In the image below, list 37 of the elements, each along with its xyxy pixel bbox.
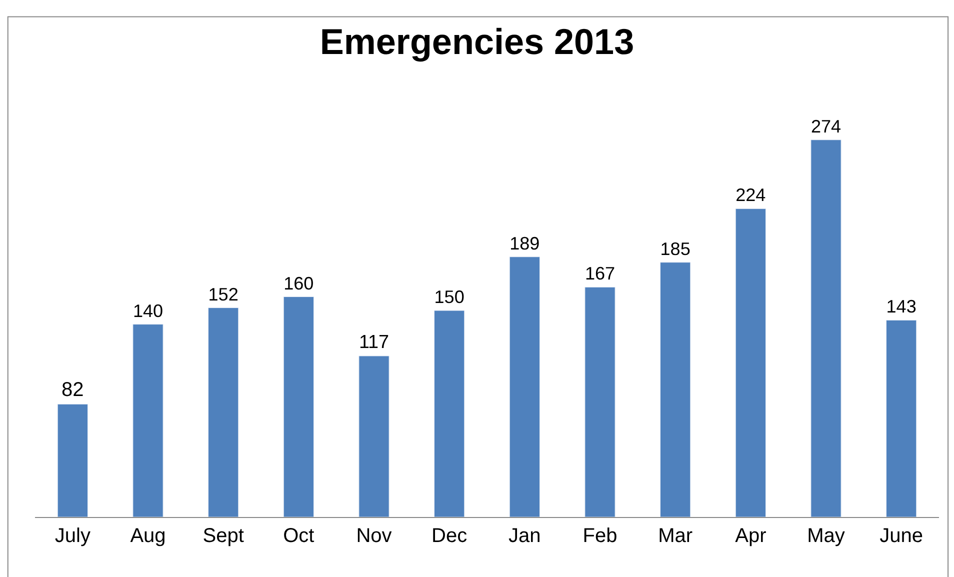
x-tick-label: Oct — [283, 525, 315, 547]
data-label: 274 — [810, 116, 842, 136]
bar — [735, 208, 766, 517]
bar — [283, 296, 314, 517]
bar — [810, 140, 842, 517]
data-label: 167 — [584, 264, 616, 284]
bar — [509, 256, 540, 517]
x-tick-label: Jan — [508, 525, 541, 547]
data-label: 82 — [62, 379, 84, 402]
bar — [208, 308, 239, 517]
data-label: 185 — [660, 238, 690, 259]
data-label: 143 — [886, 296, 916, 317]
chart-title: Emergencies 2013 — [320, 21, 634, 62]
data-label: 160 — [284, 273, 314, 294]
x-tick-label: Feb — [582, 525, 618, 547]
data-label: 152 — [208, 284, 238, 304]
data-label: 150 — [434, 287, 464, 308]
data-label: 224 — [736, 185, 766, 206]
data-label: 140 — [132, 300, 164, 321]
x-tick-label: July — [54, 525, 90, 547]
bar — [434, 310, 465, 517]
bar — [358, 356, 390, 517]
x-tick-label: Mar — [658, 525, 693, 547]
x-tick-label: May — [807, 525, 845, 547]
data-label: 189 — [510, 233, 540, 254]
x-tick-label: June — [880, 525, 924, 547]
data-label: 117 — [358, 332, 390, 354]
bar — [584, 286, 616, 517]
x-tick-label: Apr — [735, 525, 767, 547]
bar — [886, 320, 917, 517]
bar — [57, 404, 88, 517]
x-tick-label: Nov — [356, 525, 392, 547]
x-tick-label: Sept — [202, 525, 244, 547]
x-tick-label: Aug — [130, 525, 166, 547]
x-tick-label: Dec — [432, 525, 468, 547]
bar — [660, 262, 691, 517]
bar — [132, 324, 164, 517]
